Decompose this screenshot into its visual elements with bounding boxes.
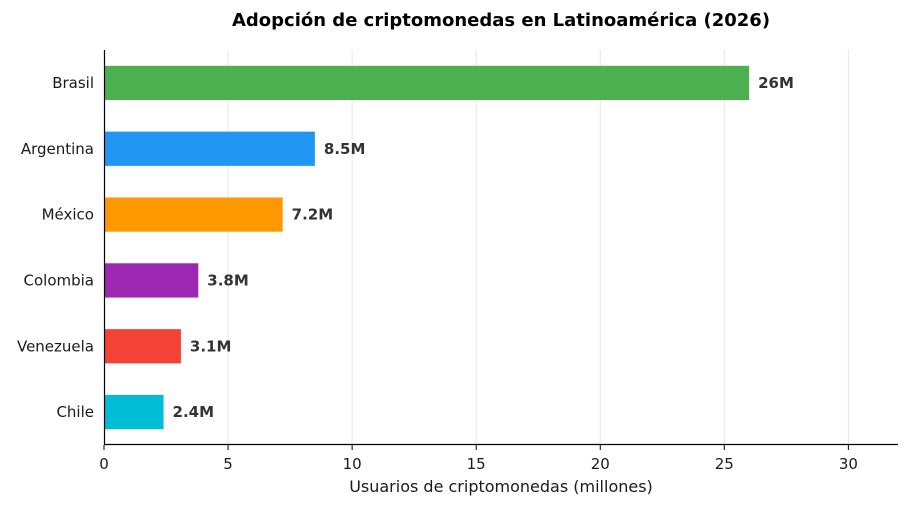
bar-brasil (104, 65, 750, 101)
data-label: 3.8M (207, 271, 249, 289)
bar-argentina (104, 131, 315, 166)
bars (104, 65, 750, 430)
x-tick-label: 0 (99, 455, 109, 473)
data-labels: 26M 8.5M 7.2M 3.8M 3.1M 2.4M (173, 74, 794, 421)
bar-venezuela (104, 329, 181, 364)
axes (103, 50, 898, 446)
x-axis-label: Usuarios de criptomonedas (millones) (349, 477, 653, 496)
x-tick-label: 10 (343, 455, 362, 473)
data-label: 3.1M (190, 337, 232, 355)
x-tick-label: 20 (591, 455, 610, 473)
category-labels: Brasil Argentina México Colombia Venezuela Ch… (17, 74, 94, 421)
bar-colombia (104, 263, 199, 298)
data-label: 7.2M (292, 206, 334, 224)
category-label: Venezuela (17, 337, 94, 355)
data-label: 26M (758, 74, 794, 92)
data-label: 2.4M (173, 403, 215, 421)
x-tick-label: 30 (839, 455, 858, 473)
data-label: 8.5M (324, 140, 366, 158)
x-tick-label: 15 (467, 455, 486, 473)
x-ticks: 0 5 10 15 20 25 30 (99, 445, 858, 473)
x-tick-label: 5 (223, 455, 233, 473)
category-label: Brasil (52, 74, 94, 92)
chart-title: Adopción de criptomonedas en Latinoaméri… (232, 10, 770, 31)
category-label: Colombia (24, 271, 95, 289)
category-label: Argentina (21, 140, 94, 158)
x-tick-label: 25 (715, 455, 734, 473)
bar-chile (104, 394, 164, 430)
bar-méxico (104, 197, 283, 232)
grid (227, 50, 849, 445)
category-label: Chile (56, 403, 94, 421)
category-label: México (42, 206, 94, 224)
